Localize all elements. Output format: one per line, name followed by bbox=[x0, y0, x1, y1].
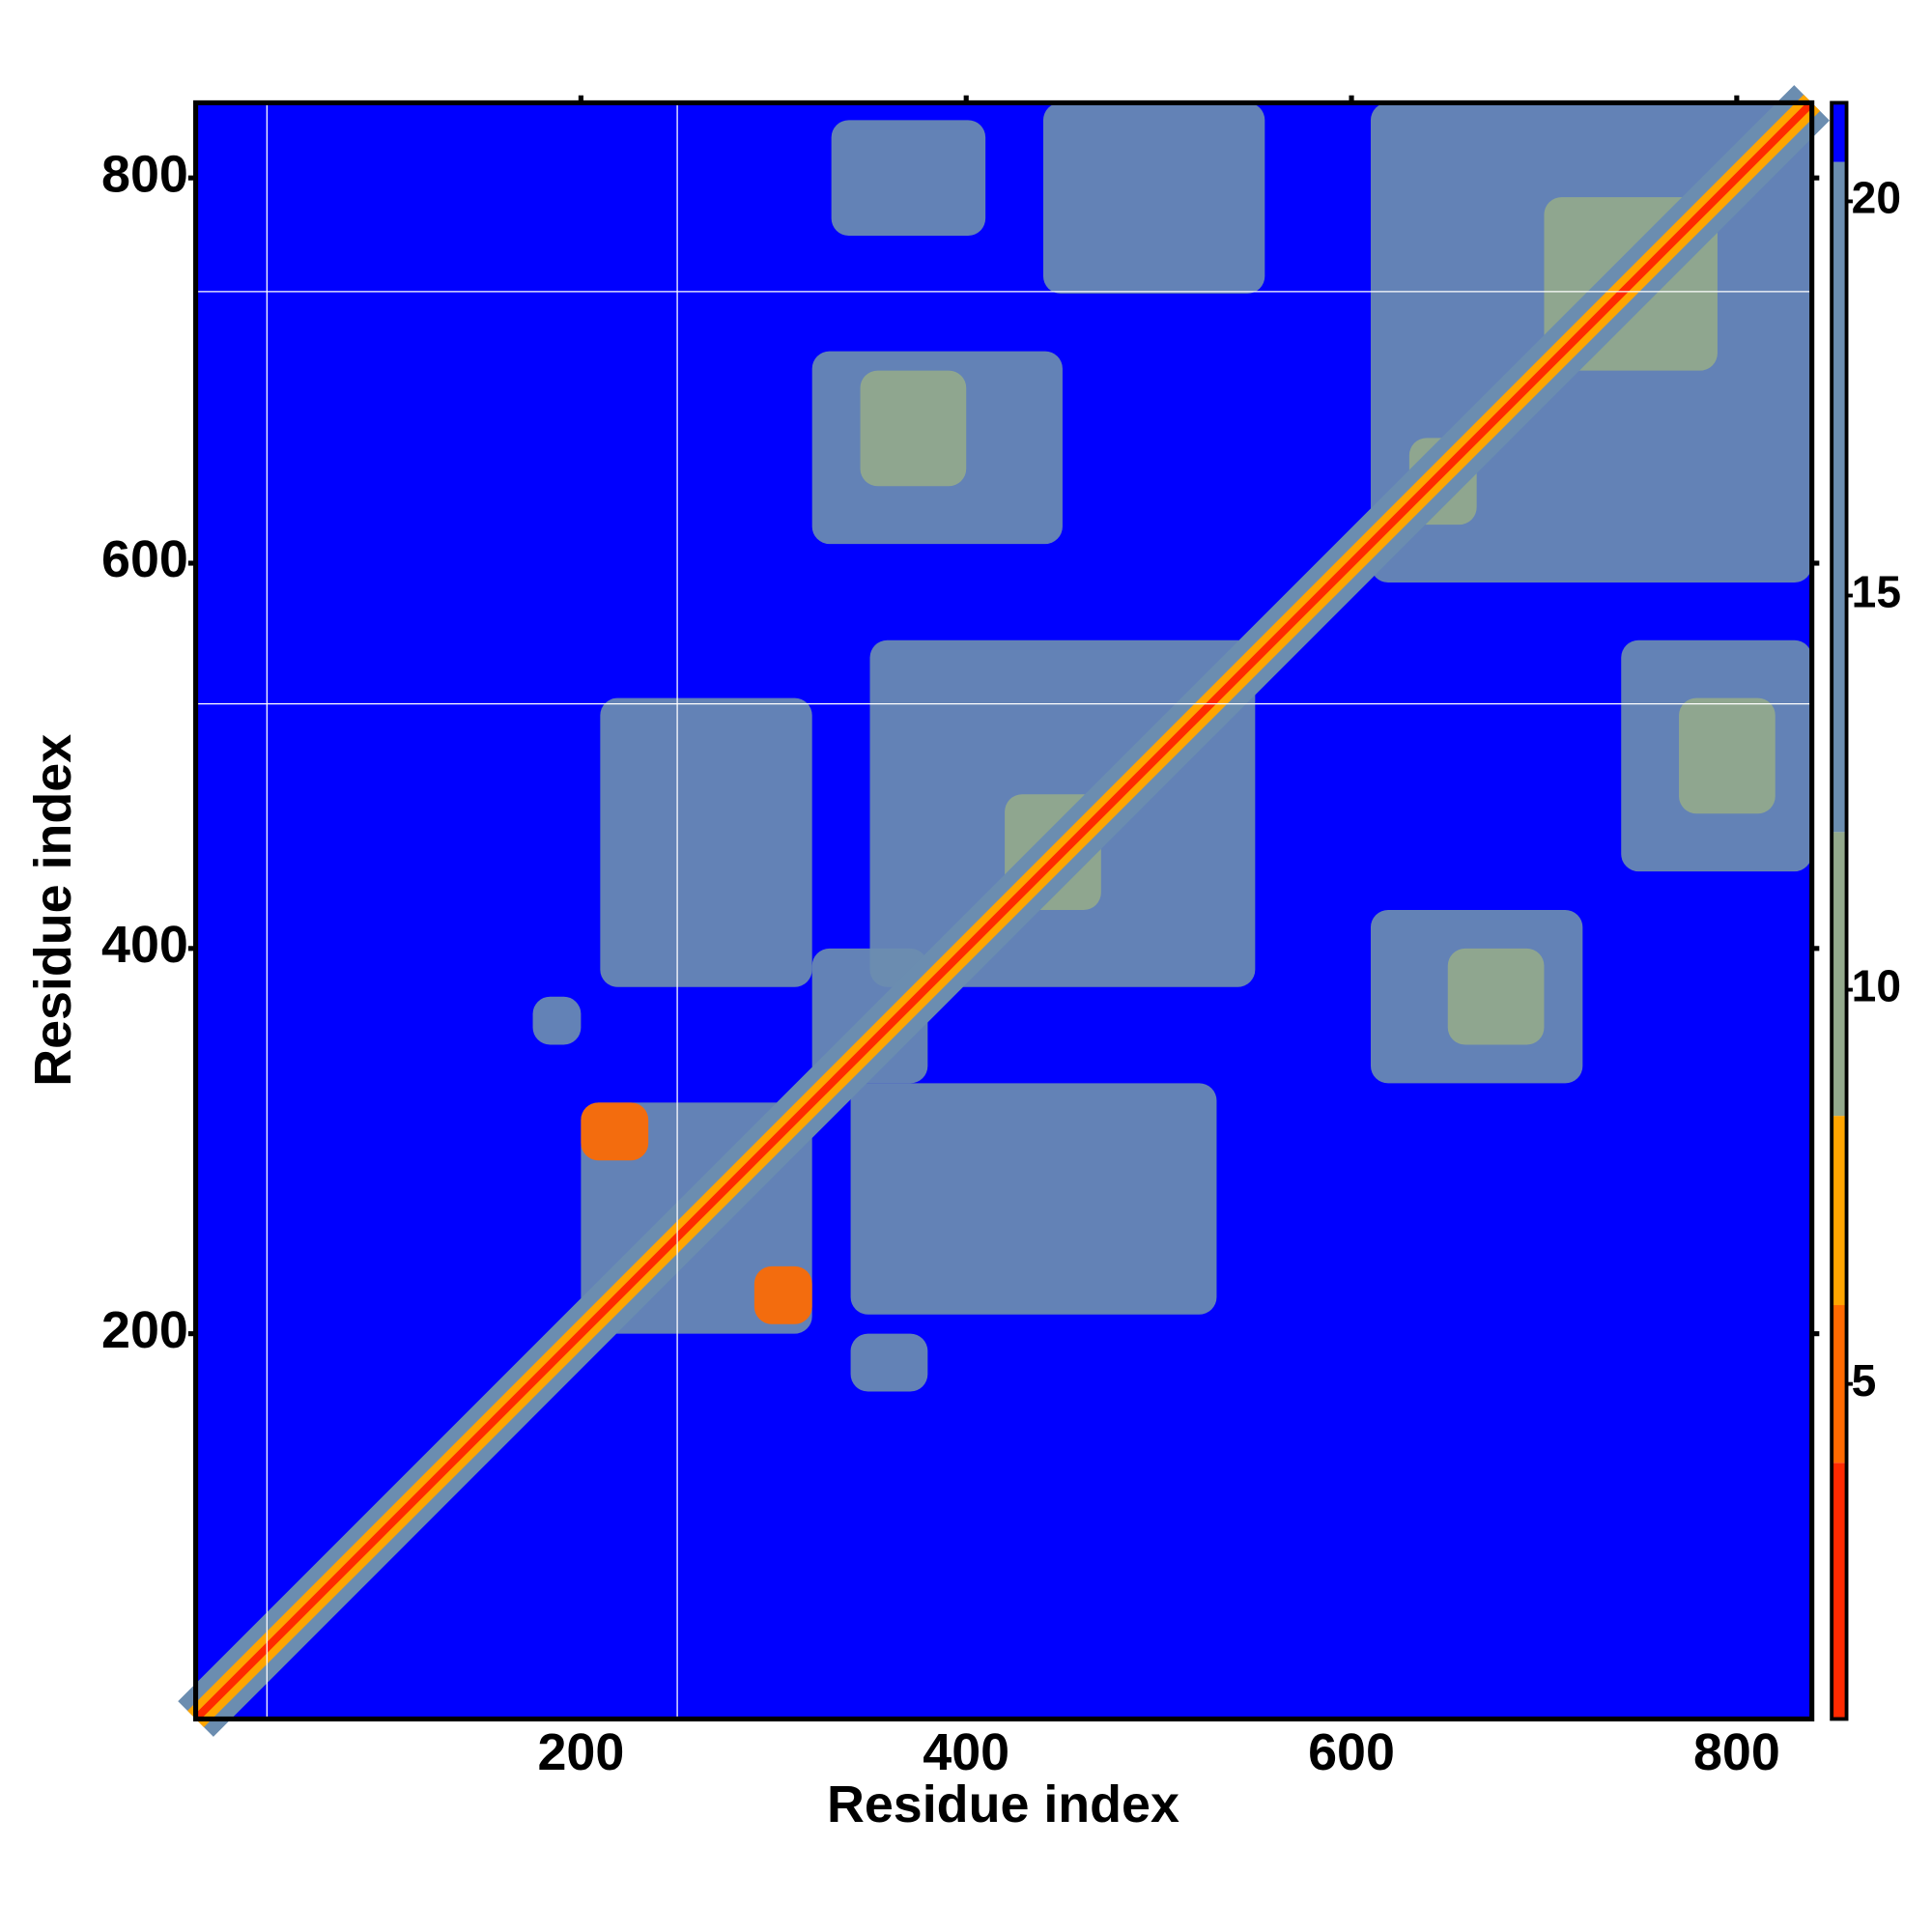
heatmap-region bbox=[532, 996, 582, 1045]
x-axis-label: Residue index bbox=[827, 1776, 1179, 1833]
colorbar-segment bbox=[1832, 102, 1847, 162]
y-tick-label: 600 bbox=[101, 530, 188, 588]
colorbar-segment bbox=[1832, 161, 1847, 833]
heatmap-region bbox=[850, 1083, 1217, 1315]
heatmap-region bbox=[860, 370, 967, 487]
y-tick-label: 800 bbox=[101, 145, 188, 203]
colorbar-segment bbox=[1832, 1305, 1847, 1463]
y-tick-label: 400 bbox=[101, 916, 188, 974]
heatmap-region bbox=[831, 120, 986, 237]
colorbar-tick-label: 5 bbox=[1852, 1355, 1877, 1406]
heatmap-region bbox=[1679, 697, 1776, 814]
colorbar-segment bbox=[1832, 832, 1847, 1117]
x-tick-label: 400 bbox=[923, 1723, 1009, 1781]
plot-area bbox=[178, 85, 1830, 1737]
x-tick-label: 600 bbox=[1308, 1723, 1395, 1781]
plot-frame bbox=[193, 99, 1815, 1722]
x-tick-label: 800 bbox=[1693, 1723, 1780, 1781]
y-tick-label: 200 bbox=[101, 1301, 188, 1359]
heatmap-region bbox=[581, 1102, 649, 1161]
colorbar-frame bbox=[1830, 100, 1849, 1721]
colorbar-tick-label: 10 bbox=[1852, 961, 1901, 1011]
colorbar-segment bbox=[1832, 1116, 1847, 1306]
heatmap-region bbox=[753, 1265, 812, 1324]
colorbar-segment bbox=[1832, 1463, 1847, 1719]
y-axis-label: Residue index bbox=[24, 734, 82, 1087]
heatmap-region bbox=[1042, 102, 1265, 294]
colorbar-tick-label: 20 bbox=[1852, 173, 1901, 223]
heatmap-region bbox=[850, 1333, 928, 1392]
diagonal-band bbox=[192, 99, 1815, 1722]
colorbar-tick-label: 15 bbox=[1852, 567, 1901, 617]
heatmap-region bbox=[1447, 948, 1545, 1045]
x-tick-label: 200 bbox=[537, 1723, 624, 1781]
heatmap-region bbox=[600, 697, 812, 987]
